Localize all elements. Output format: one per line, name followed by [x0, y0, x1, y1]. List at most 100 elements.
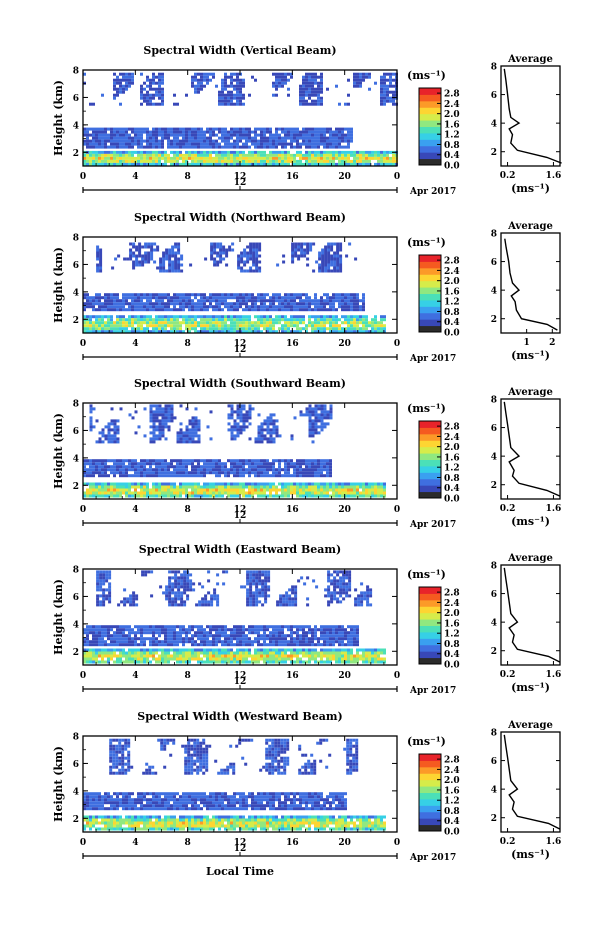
heatmap-cell: [305, 72, 308, 76]
heatmap-cell: [164, 315, 167, 319]
heatmap-cell: [92, 153, 95, 157]
heatmap-cell: [113, 156, 116, 160]
heatmap-cell: [107, 434, 111, 438]
heatmap-cell: [206, 130, 209, 134]
heatmap-cell: [320, 96, 323, 100]
heatmap-cell: [164, 156, 167, 160]
heatmap-cell: [245, 308, 248, 312]
heatmap-cell: [347, 324, 350, 328]
heatmap-cell: [341, 327, 344, 331]
heatmap-cell: [212, 127, 215, 131]
heatmap-cell: [89, 485, 92, 489]
heatmap-cell: [356, 78, 359, 82]
heatmap-cell: [260, 153, 263, 157]
heatmap-cell: [257, 139, 260, 143]
heatmap-cell: [98, 491, 101, 495]
heatmap-cell: [150, 248, 154, 252]
heatmap-cell: [290, 159, 293, 163]
heatmap-cell: [185, 293, 188, 297]
heatmap-cell: [98, 468, 101, 472]
heatmap-cell: [113, 660, 116, 664]
heatmap-cell: [320, 482, 323, 486]
heatmap-cell: [155, 305, 158, 309]
heatmap-cell: [215, 327, 218, 331]
heatmap-cell: [290, 657, 293, 661]
heatmap-cell: [341, 321, 344, 325]
heatmap-cell: [152, 305, 155, 309]
heatmap-cell: [305, 99, 308, 103]
heatmap-cell: [293, 293, 296, 297]
heatmap-cell: [113, 136, 116, 140]
heatmap-cell: [356, 75, 359, 79]
heatmap-cell: [215, 485, 218, 489]
heatmap-cell: [336, 254, 340, 258]
heatmap-cell: [237, 260, 241, 264]
heatmap-cell: [203, 145, 206, 149]
heatmap-cell: [167, 485, 170, 489]
heatmap-cell: [344, 315, 347, 319]
heatmap-cell: [242, 136, 245, 140]
heatmap-cell: [185, 159, 188, 163]
heatmap-cell: [260, 494, 263, 498]
heatmap-cell: [272, 153, 275, 157]
heatmap-cell: [200, 299, 203, 303]
colorbar-swatch: [419, 126, 441, 134]
heatmap-cell: [260, 133, 263, 137]
heatmap-cell: [284, 127, 287, 131]
heatmap-cell: [236, 315, 239, 319]
heatmap-cell: [200, 81, 203, 85]
heatmap-cell: [173, 468, 176, 472]
heatmap-cell: [197, 162, 200, 166]
heatmap-cell: [104, 159, 107, 163]
heatmap-cell: [152, 102, 155, 106]
heatmap-cell: [320, 318, 323, 322]
heatmap-cell: [296, 305, 299, 309]
heatmap-cell: [230, 315, 233, 319]
heatmap-cell: [323, 413, 327, 417]
heatmap-cell: [113, 142, 116, 146]
heatmap-cell: [255, 266, 259, 270]
heatmap-cell: [278, 308, 281, 312]
heatmap-cell: [122, 660, 125, 664]
heatmap-cell: [252, 248, 256, 252]
heatmap-cell: [107, 315, 110, 319]
heatmap-cell: [98, 305, 101, 309]
heatmap-cell: [143, 321, 146, 325]
heatmap-cell: [344, 102, 347, 106]
heatmap-cell: [254, 471, 257, 475]
heatmap-cell: [206, 72, 209, 76]
heatmap-cell: [212, 305, 215, 309]
heatmap-cell: [227, 413, 231, 417]
heatmap-cell: [287, 318, 290, 322]
heatmap-cell: [194, 145, 197, 149]
heatmap-cell: [318, 266, 322, 270]
heatmap-cell: [89, 657, 92, 661]
heatmap-cell: [245, 156, 248, 160]
heatmap-cell: [167, 142, 170, 146]
heatmap-cell: [278, 482, 281, 486]
heatmap-cell: [314, 465, 317, 469]
heatmap-cell: [314, 660, 317, 664]
heatmap-cell: [272, 330, 275, 334]
heatmap-cell: [170, 127, 173, 131]
heatmap-cell: [206, 78, 209, 82]
heatmap-cell: [350, 324, 353, 328]
heatmap-cell: [161, 459, 164, 463]
heatmap-cell: [161, 660, 164, 664]
heatmap-cell: [296, 133, 299, 137]
heatmap-cell: [227, 302, 230, 306]
heatmap-cell: [203, 488, 206, 492]
heatmap-cell: [200, 133, 203, 137]
heatmap-cell: [212, 318, 215, 322]
heatmap-cell: [125, 127, 128, 131]
heatmap-cell: [293, 321, 296, 325]
heatmap-cell: [383, 96, 386, 100]
heatmap-cell: [249, 242, 253, 246]
heatmap-cell: [236, 425, 240, 429]
heatmap-cell: [230, 657, 233, 661]
heatmap-cell: [299, 153, 302, 157]
heatmap-cell: [272, 485, 275, 489]
heatmap-cell: [131, 654, 134, 658]
heatmap-cell: [320, 419, 324, 423]
heatmap-cell: [122, 87, 125, 91]
